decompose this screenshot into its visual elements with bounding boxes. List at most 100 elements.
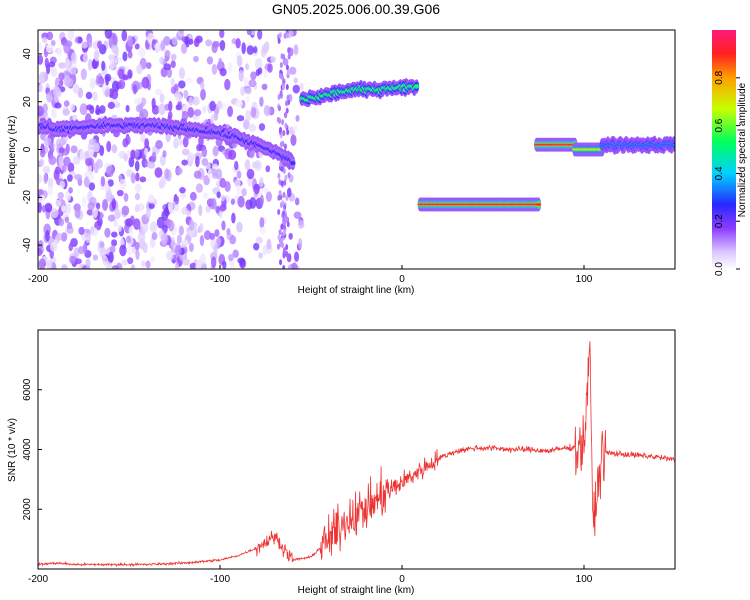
- spectrogram-point: [230, 198, 235, 205]
- spectrogram-point: [85, 157, 93, 167]
- spectrogram-x-label: Height of straight line (km): [298, 285, 415, 296]
- spectrogram-point: [130, 149, 136, 160]
- spectrogram-point: [99, 105, 106, 114]
- spectrogram-point: [250, 71, 257, 81]
- spectrogram-point: [276, 243, 280, 250]
- spectrogram-point: [236, 185, 242, 195]
- spectrogram-point: [219, 204, 227, 212]
- spectrogram-point: [121, 259, 128, 266]
- spectrogram-point: [261, 186, 269, 194]
- spectrogram-point: [245, 63, 250, 71]
- spectrogram-point: [276, 116, 280, 123]
- spectrogram-point: [55, 199, 62, 207]
- spectrogram-point: [85, 91, 93, 100]
- spectrogram-point: [142, 242, 148, 254]
- spectrogram-point: [57, 191, 64, 200]
- spectrogram-point: [277, 234, 281, 241]
- spectrogram-point: [138, 228, 146, 236]
- spectrogram-point: [64, 216, 70, 223]
- spectrogram-point: [222, 260, 227, 269]
- x-tick-label: 100: [576, 574, 593, 585]
- snr-panel: -200 -100 0 100 2000 4000 6000 Height of stra…: [7, 329, 676, 596]
- spectrogram-point: [188, 218, 195, 231]
- spectrogram-point: [236, 55, 243, 68]
- spectrogram-point: [65, 77, 74, 88]
- spectrogram-point: [280, 224, 284, 231]
- y-tick-label: 40: [22, 48, 33, 60]
- spectrogram-point: [90, 226, 95, 235]
- spectrogram-point: [70, 67, 77, 75]
- spectrogram-point: [127, 257, 134, 265]
- y-tick-label: 4000: [22, 438, 33, 461]
- spectrogram-point: [38, 247, 43, 257]
- spectrogram-point: [277, 37, 281, 44]
- spectrogram-point: [265, 191, 273, 202]
- figure-title: GN05.2025.006.00.39.G06: [272, 1, 440, 17]
- spectrogram-point: [81, 195, 87, 208]
- spectrogram-point: [210, 114, 215, 125]
- track-1-mark: [413, 85, 420, 88]
- spectrogram-point: [119, 178, 127, 190]
- spectrogram-point: [116, 189, 124, 197]
- spectrogram-point: [126, 235, 131, 244]
- spectrogram-point: [86, 208, 94, 216]
- spectrogram-point: [107, 101, 116, 110]
- spectrogram-point: [281, 119, 285, 126]
- spectrogram-point: [135, 172, 140, 182]
- spectrogram-point: [56, 48, 62, 57]
- spectrogram-point: [265, 165, 271, 173]
- spectrogram-point: [205, 39, 213, 47]
- spectrogram-point: [259, 226, 266, 235]
- spectrogram-point: [193, 55, 199, 63]
- spectrogram-point: [98, 75, 104, 85]
- spectrogram-point: [183, 89, 189, 99]
- spectrogram-point: [199, 222, 204, 233]
- spectrogram-point: [149, 221, 158, 233]
- spectrogram-point: [80, 68, 87, 81]
- spectrogram-point: [277, 173, 281, 180]
- spectrogram-point: [130, 264, 136, 269]
- spectrogram-point: [88, 138, 97, 146]
- spectrogram-point: [46, 260, 53, 269]
- spectrogram-point: [50, 208, 59, 219]
- spectrogram-point: [101, 198, 109, 211]
- spectrogram-point: [279, 126, 283, 133]
- spectrogram-point: [104, 89, 110, 97]
- spectrogram-point: [151, 151, 157, 163]
- spectrogram-point: [86, 104, 93, 111]
- spectrogram-point: [282, 58, 289, 66]
- spectrogram-point: [140, 133, 146, 143]
- spectrogram-point: [280, 180, 284, 187]
- spectrogram-point: [209, 100, 216, 112]
- spectrogram-point: [171, 36, 178, 46]
- spectrogram-point: [159, 93, 165, 104]
- spectrogram-point: [167, 201, 174, 212]
- spectrogram-point: [107, 214, 116, 222]
- spectrogram-point: [61, 205, 66, 212]
- spectrogram-point: [49, 141, 54, 153]
- spectrogram-point: [215, 138, 223, 147]
- spectrogram-point: [219, 177, 227, 189]
- spectrogram-point: [254, 58, 263, 70]
- spectrogram-point: [127, 35, 133, 47]
- spectrogram-point: [285, 244, 289, 251]
- spectrogram-point: [46, 91, 53, 103]
- spectrogram-point: [199, 235, 205, 247]
- spectrogram-point: [63, 100, 70, 107]
- spectrogram-point: [283, 143, 287, 150]
- spectrogram-point: [130, 172, 136, 184]
- spectrogram-point: [78, 246, 85, 255]
- spectrogram-point: [228, 61, 233, 74]
- spectrogram-point: [284, 122, 288, 129]
- spectrogram-point: [200, 88, 206, 101]
- y-tick-label: 2000: [22, 498, 33, 521]
- spectrogram-point: [138, 48, 146, 58]
- spectrogram-point: [72, 155, 81, 165]
- spectrogram-point: [235, 99, 243, 108]
- spectrogram-point: [140, 108, 149, 120]
- spectrogram-point: [197, 260, 202, 269]
- spectrogram-point: [58, 155, 64, 167]
- spectrogram-point: [54, 102, 62, 109]
- spectrogram-point: [141, 76, 150, 89]
